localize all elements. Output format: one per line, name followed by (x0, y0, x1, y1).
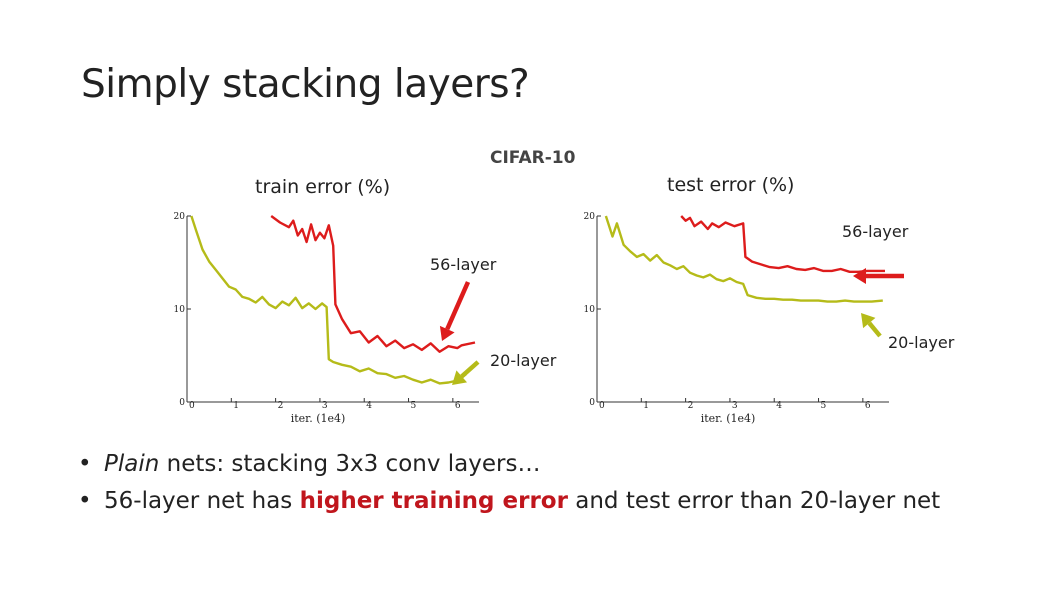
bullet-emphasis: Plain (104, 451, 160, 477)
train-annotation-label: 56-layer (430, 255, 497, 274)
bullet-dot: • (78, 451, 92, 477)
bullet-text: 56-layer net has (104, 488, 300, 514)
train-x-tick-label: 1 (233, 401, 239, 411)
test-y-tick-label: 10 (584, 305, 596, 315)
train-series-20-layer-line (190, 215, 467, 385)
train-x-tick-label: 5 (411, 401, 417, 411)
bullet-text: and test error than 20-layer net (567, 488, 941, 514)
test-x-tick-label: 6 (865, 401, 871, 411)
train-series-56-layer-line (270, 215, 476, 353)
test-annotation-arrow (867, 321, 882, 338)
bullet-item-56-layer: • 56-layer net has higher training error … (78, 483, 940, 520)
test-series-56-layer-line (680, 215, 885, 273)
train-annotation-arrow (445, 281, 471, 331)
train-x-tick-label: 0 (189, 401, 195, 411)
test-chart-title: test error (%) (667, 174, 795, 196)
train-y-tick-label: 10 (174, 305, 186, 315)
train-x-tick-label: 2 (278, 401, 284, 411)
bullet-item-plain-nets: • Plain nets: stacking 3x3 conv layers… (78, 446, 940, 483)
test-annotation-arrowhead (853, 268, 866, 284)
train-annotation-arrow (460, 360, 480, 379)
test-annotation-label: 20-layer (888, 333, 955, 352)
test-y-tick-label: 20 (584, 212, 596, 222)
test-x-tick-label: 1 (643, 401, 649, 411)
slide-title: Simply stacking layers? (81, 62, 530, 107)
dataset-label: CIFAR-10 (490, 148, 576, 168)
test-y-tick-label: 0 (589, 398, 595, 408)
train-annotation-arrowhead (452, 370, 468, 385)
train-y-tick-label: 20 (174, 212, 186, 222)
test-x-tick-label: 5 (821, 401, 827, 411)
test-annotation-label: 56-layer (842, 222, 909, 241)
train-annotation-label: 20-layer (490, 351, 557, 370)
bullet-text: nets: stacking 3x3 conv layers… (159, 451, 541, 477)
test-x-tick-label: 0 (599, 401, 605, 411)
test-annotation-arrowhead (861, 313, 876, 329)
bullet-highlight: higher training error (299, 488, 568, 514)
train-annotation-arrowhead (439, 325, 455, 341)
test-series-20-layer-line (604, 215, 883, 303)
bullet-dot: • (78, 488, 92, 514)
train-y-tick-label: 0 (179, 398, 185, 408)
test-x-tick-label: 4 (776, 401, 782, 411)
test-x-tick-label: 3 (732, 401, 738, 411)
train-chart-title: train error (%) (255, 176, 391, 198)
test-x-tick-label: 2 (688, 401, 694, 411)
bullet-list: • Plain nets: stacking 3x3 conv layers… •… (78, 446, 940, 520)
train-x-tick-label: 6 (455, 401, 461, 411)
train-x-tick-label: 4 (366, 401, 372, 411)
train-x-axis-label: iter. (1e4) (291, 412, 346, 425)
test-x-axis-label: iter. (1e4) (701, 412, 756, 425)
train-x-tick-label: 3 (322, 401, 328, 411)
